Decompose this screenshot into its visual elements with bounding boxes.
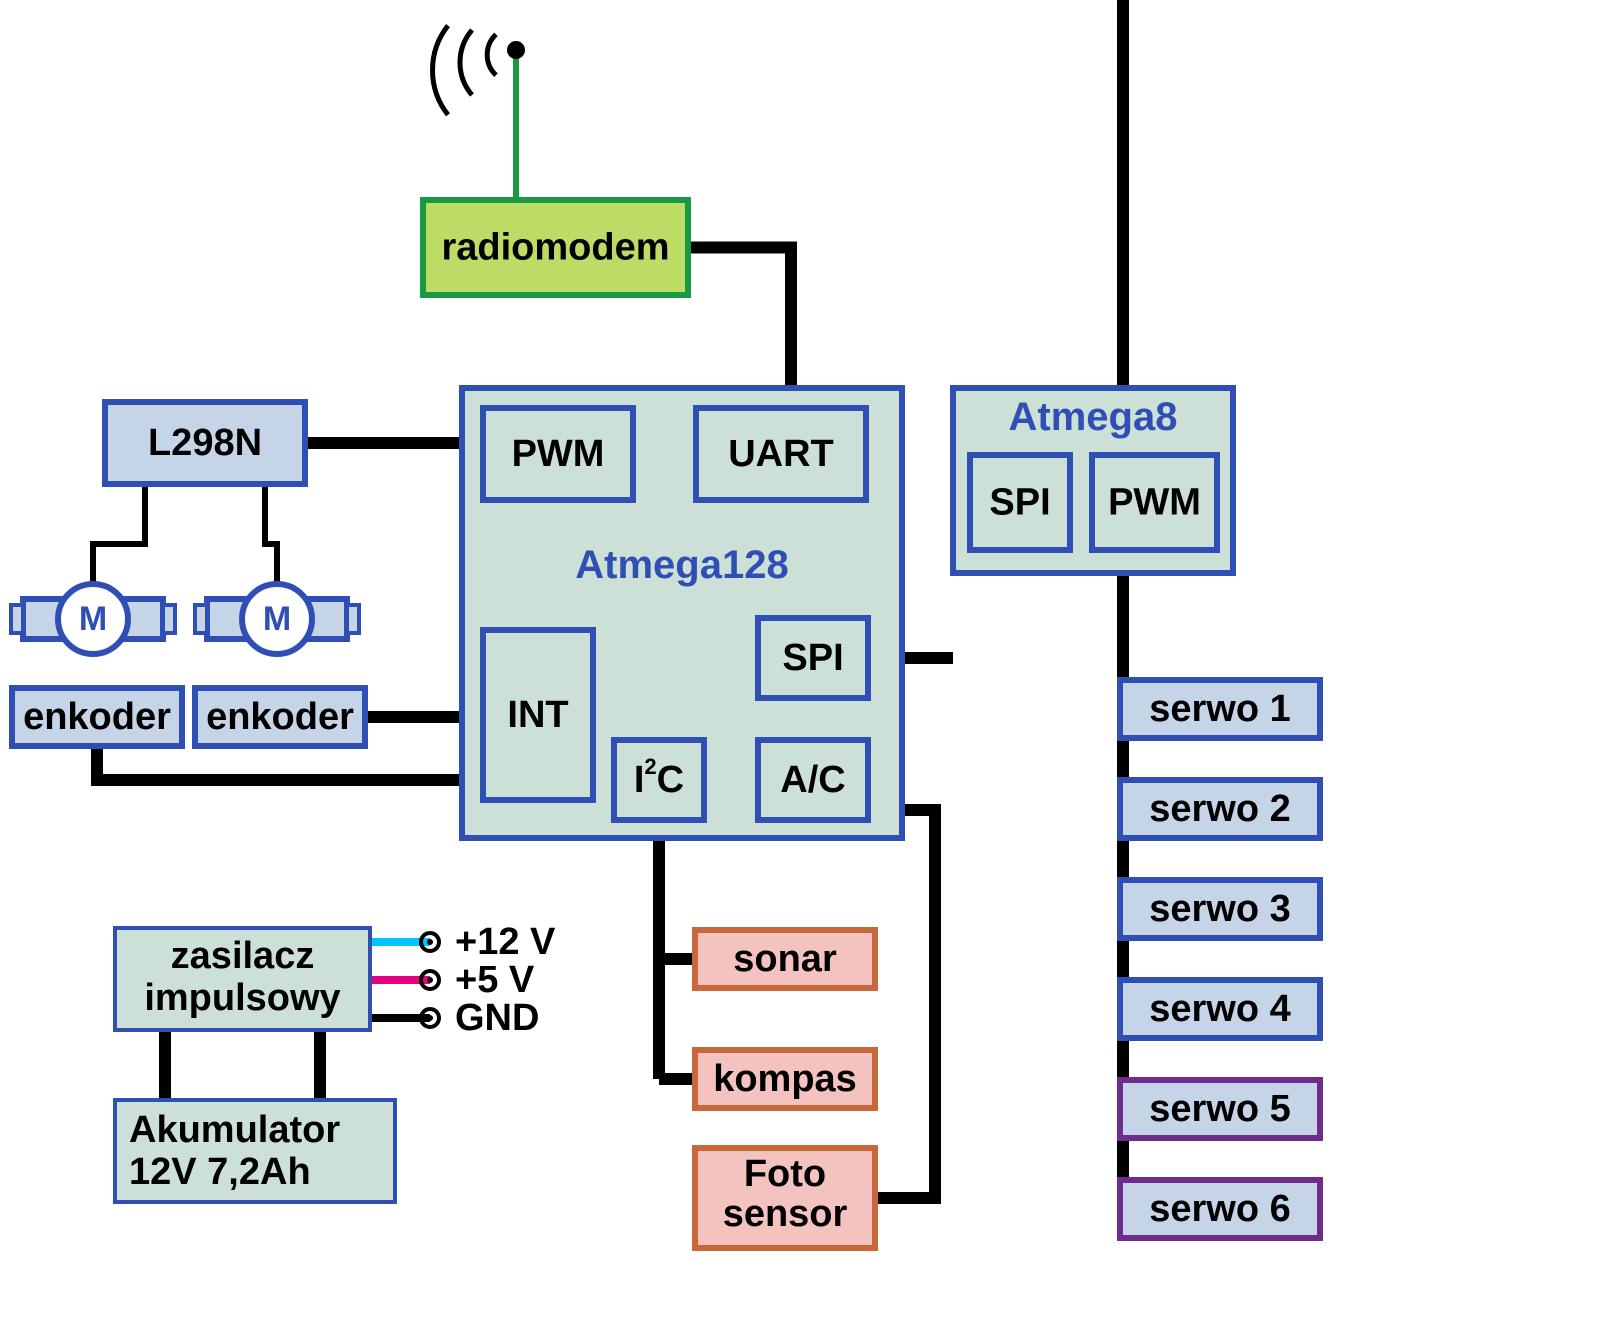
svg-text:12V 7,2Ah: 12V 7,2Ah (129, 1151, 311, 1193)
svg-text:sonar: sonar (733, 938, 837, 980)
svg-text:impulsowy: impulsowy (144, 977, 340, 1019)
svg-text:+12 V: +12 V (455, 921, 556, 963)
svg-text:PWM: PWM (512, 433, 605, 475)
svg-text:I2C: I2C (634, 754, 684, 802)
svg-text:Foto: Foto (744, 1153, 826, 1195)
svg-text:GND: GND (455, 997, 539, 1039)
svg-text:PWM: PWM (1108, 482, 1201, 524)
svg-text:enkoder: enkoder (23, 696, 171, 738)
svg-text:Akumulator: Akumulator (129, 1109, 340, 1151)
svg-text:A/C: A/C (780, 759, 845, 801)
svg-text:serwo 4: serwo 4 (1149, 988, 1291, 1030)
svg-text:SPI: SPI (782, 637, 843, 679)
svg-text:kompas: kompas (713, 1058, 857, 1100)
svg-text:SPI: SPI (989, 482, 1050, 524)
svg-text:serwo 5: serwo 5 (1149, 1088, 1291, 1130)
svg-text:serwo 2: serwo 2 (1149, 788, 1291, 830)
svg-text:UART: UART (728, 433, 834, 475)
svg-text:zasilacz: zasilacz (171, 935, 315, 977)
svg-text:M: M (79, 600, 107, 638)
svg-text:enkoder: enkoder (206, 696, 354, 738)
svg-text:radiomodem: radiomodem (441, 227, 669, 269)
block-diagram: +12 V+5 VGND Atmega128 Atmega8 PWM UART INT SP… (0, 0, 1597, 1318)
svg-text:Atmega128: Atmega128 (575, 543, 788, 587)
svg-text:+5 V: +5 V (455, 959, 535, 1001)
svg-text:INT: INT (507, 694, 568, 736)
svg-text:sensor: sensor (723, 1193, 848, 1235)
svg-text:L298N: L298N (148, 422, 262, 464)
svg-text:Atmega8: Atmega8 (1009, 395, 1178, 439)
svg-text:serwo 6: serwo 6 (1149, 1188, 1291, 1230)
svg-text:serwo 1: serwo 1 (1149, 688, 1291, 730)
svg-text:serwo 3: serwo 3 (1149, 888, 1291, 930)
svg-text:M: M (263, 600, 291, 638)
